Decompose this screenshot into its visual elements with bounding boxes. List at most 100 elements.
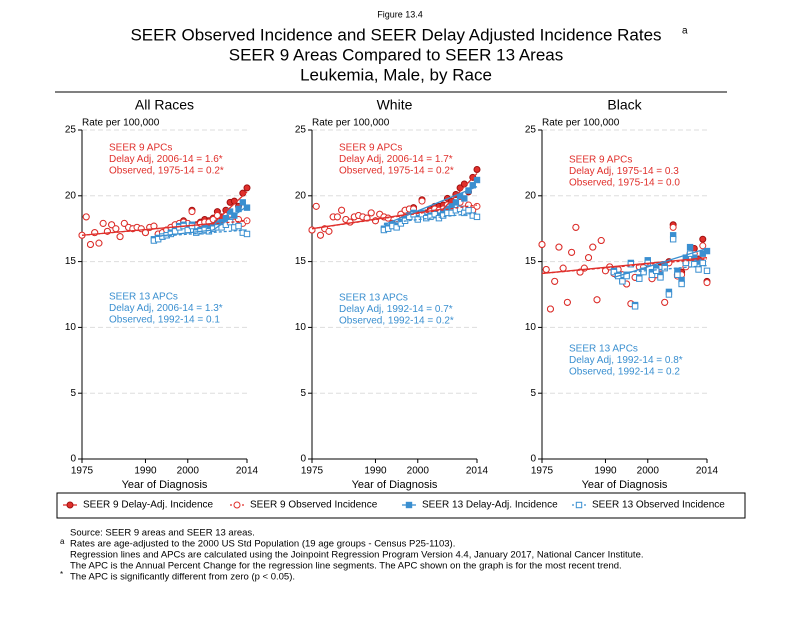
data-point: [661, 298, 669, 306]
data-point: [674, 271, 681, 278]
x-tick-label: 2014: [236, 466, 259, 477]
data-point: [418, 197, 426, 205]
y-tick-label: 0: [530, 454, 536, 465]
x-tick-label: 2000: [407, 466, 430, 477]
trend-line: [153, 205, 248, 238]
y-tick-label: 15: [295, 256, 307, 267]
annotation: Delay Adj, 2006-14 = 1.3*: [109, 303, 223, 314]
y-tick-label: 25: [65, 125, 77, 136]
data-point: [473, 202, 481, 210]
data-point: [226, 208, 234, 215]
data-point: [243, 230, 251, 238]
data-point: [572, 223, 580, 231]
data-point: [703, 267, 711, 275]
data-point: [538, 240, 546, 248]
annotation: Observed, 1992-14 = 0.1: [109, 315, 220, 326]
legend-marker: [405, 501, 413, 509]
trend-line: [311, 204, 478, 230]
data-point: [473, 165, 481, 173]
data-point: [661, 264, 668, 272]
annotation: Delay Adj, 2006-14 = 1.6*: [109, 154, 223, 165]
trend-line: [81, 220, 248, 236]
data-point: [686, 243, 694, 251]
data-point: [108, 221, 116, 229]
data-point: [597, 237, 605, 245]
data-point: [665, 291, 673, 298]
annotation: SEER 9 APCs: [109, 143, 172, 154]
data-point: [695, 266, 702, 273]
data-point: [551, 277, 559, 285]
data-point: [456, 205, 464, 213]
x-tick-label: 2000: [177, 466, 200, 477]
y-tick-label: 25: [295, 125, 307, 136]
y-tick-label: 5: [530, 388, 536, 399]
data-point: [542, 265, 550, 273]
x-tick-label: 1990: [594, 466, 617, 477]
data-point: [559, 264, 567, 272]
x-tick-label: 1975: [531, 466, 554, 477]
data-point: [393, 224, 400, 231]
footnote: Regression lines and APCs are calculated…: [70, 550, 644, 561]
title-superscript: a: [682, 26, 688, 37]
data-point: [461, 195, 468, 202]
data-point: [116, 233, 124, 241]
annotation: Observed, 1992-14 = 0.2*: [339, 316, 454, 327]
data-point: [312, 202, 320, 210]
data-point: [213, 212, 221, 220]
annotation: Delay Adj, 1992-14 = 0.8*: [569, 355, 683, 366]
legend-label: SEER 13 Delay-Adj. Incidence: [422, 500, 558, 511]
data-point: [338, 206, 346, 214]
x-tick-label: 2000: [637, 466, 660, 477]
title-line: SEER 9 Areas Compared to SEER 13 Areas: [229, 45, 564, 64]
data-point: [593, 296, 601, 304]
data-point: [243, 184, 251, 192]
annotation: SEER 9 APCs: [339, 143, 402, 154]
data-point: [316, 231, 324, 239]
data-point: [585, 254, 593, 262]
legend-label: SEER 9 Observed Incidence: [250, 500, 378, 511]
footnote: The APC is the Annual Percent Change for…: [70, 561, 622, 572]
x-tick-label: 1975: [71, 466, 94, 477]
y-axis-label: Rate per 100,000: [82, 118, 160, 129]
data-point: [610, 268, 618, 276]
x-axis-label: Year of Diagnosis: [122, 479, 208, 491]
data-point: [188, 208, 196, 216]
data-point: [473, 176, 481, 184]
data-point: [239, 199, 246, 206]
x-tick-label: 1975: [301, 466, 324, 477]
data-point: [325, 227, 333, 235]
annotation: Delay Adj, 2006-14 = 1.7*: [339, 154, 453, 165]
data-point: [546, 305, 554, 313]
y-tick-label: 20: [525, 190, 537, 201]
footnote-mark: a: [60, 537, 65, 546]
legend-marker: [233, 501, 241, 509]
title-line: Leukemia, Male, by Race: [300, 65, 492, 84]
data-point: [120, 219, 128, 227]
panel-title: All Races: [135, 97, 194, 113]
data-point: [703, 247, 711, 255]
data-point: [657, 274, 664, 281]
x-tick-label: 1990: [134, 466, 157, 477]
data-point: [703, 279, 711, 287]
annotation: SEER 13 APCs: [569, 344, 638, 355]
data-point: [640, 268, 647, 276]
annotation: SEER 9 APCs: [569, 155, 632, 166]
footnote: The APC is significantly different from …: [70, 572, 295, 583]
data-point: [82, 213, 90, 221]
data-point: [367, 209, 375, 217]
x-axis-label: Year of Diagnosis: [582, 479, 668, 491]
y-tick-label: 20: [295, 190, 307, 201]
y-tick-label: 15: [65, 256, 77, 267]
trend-line: [383, 212, 478, 225]
data-point: [452, 199, 460, 206]
y-tick-label: 5: [300, 388, 306, 399]
y-tick-label: 10: [65, 322, 77, 333]
annotation: SEER 13 APCs: [109, 292, 178, 303]
y-tick-label: 10: [525, 322, 537, 333]
legend-box: [56, 492, 746, 519]
trend-line: [613, 264, 708, 275]
data-point: [563, 298, 571, 306]
annotation: Observed, 1975-14 = 0.2*: [339, 166, 454, 177]
footnote: Rates are age-adjusted to the 2000 US St…: [70, 539, 455, 550]
